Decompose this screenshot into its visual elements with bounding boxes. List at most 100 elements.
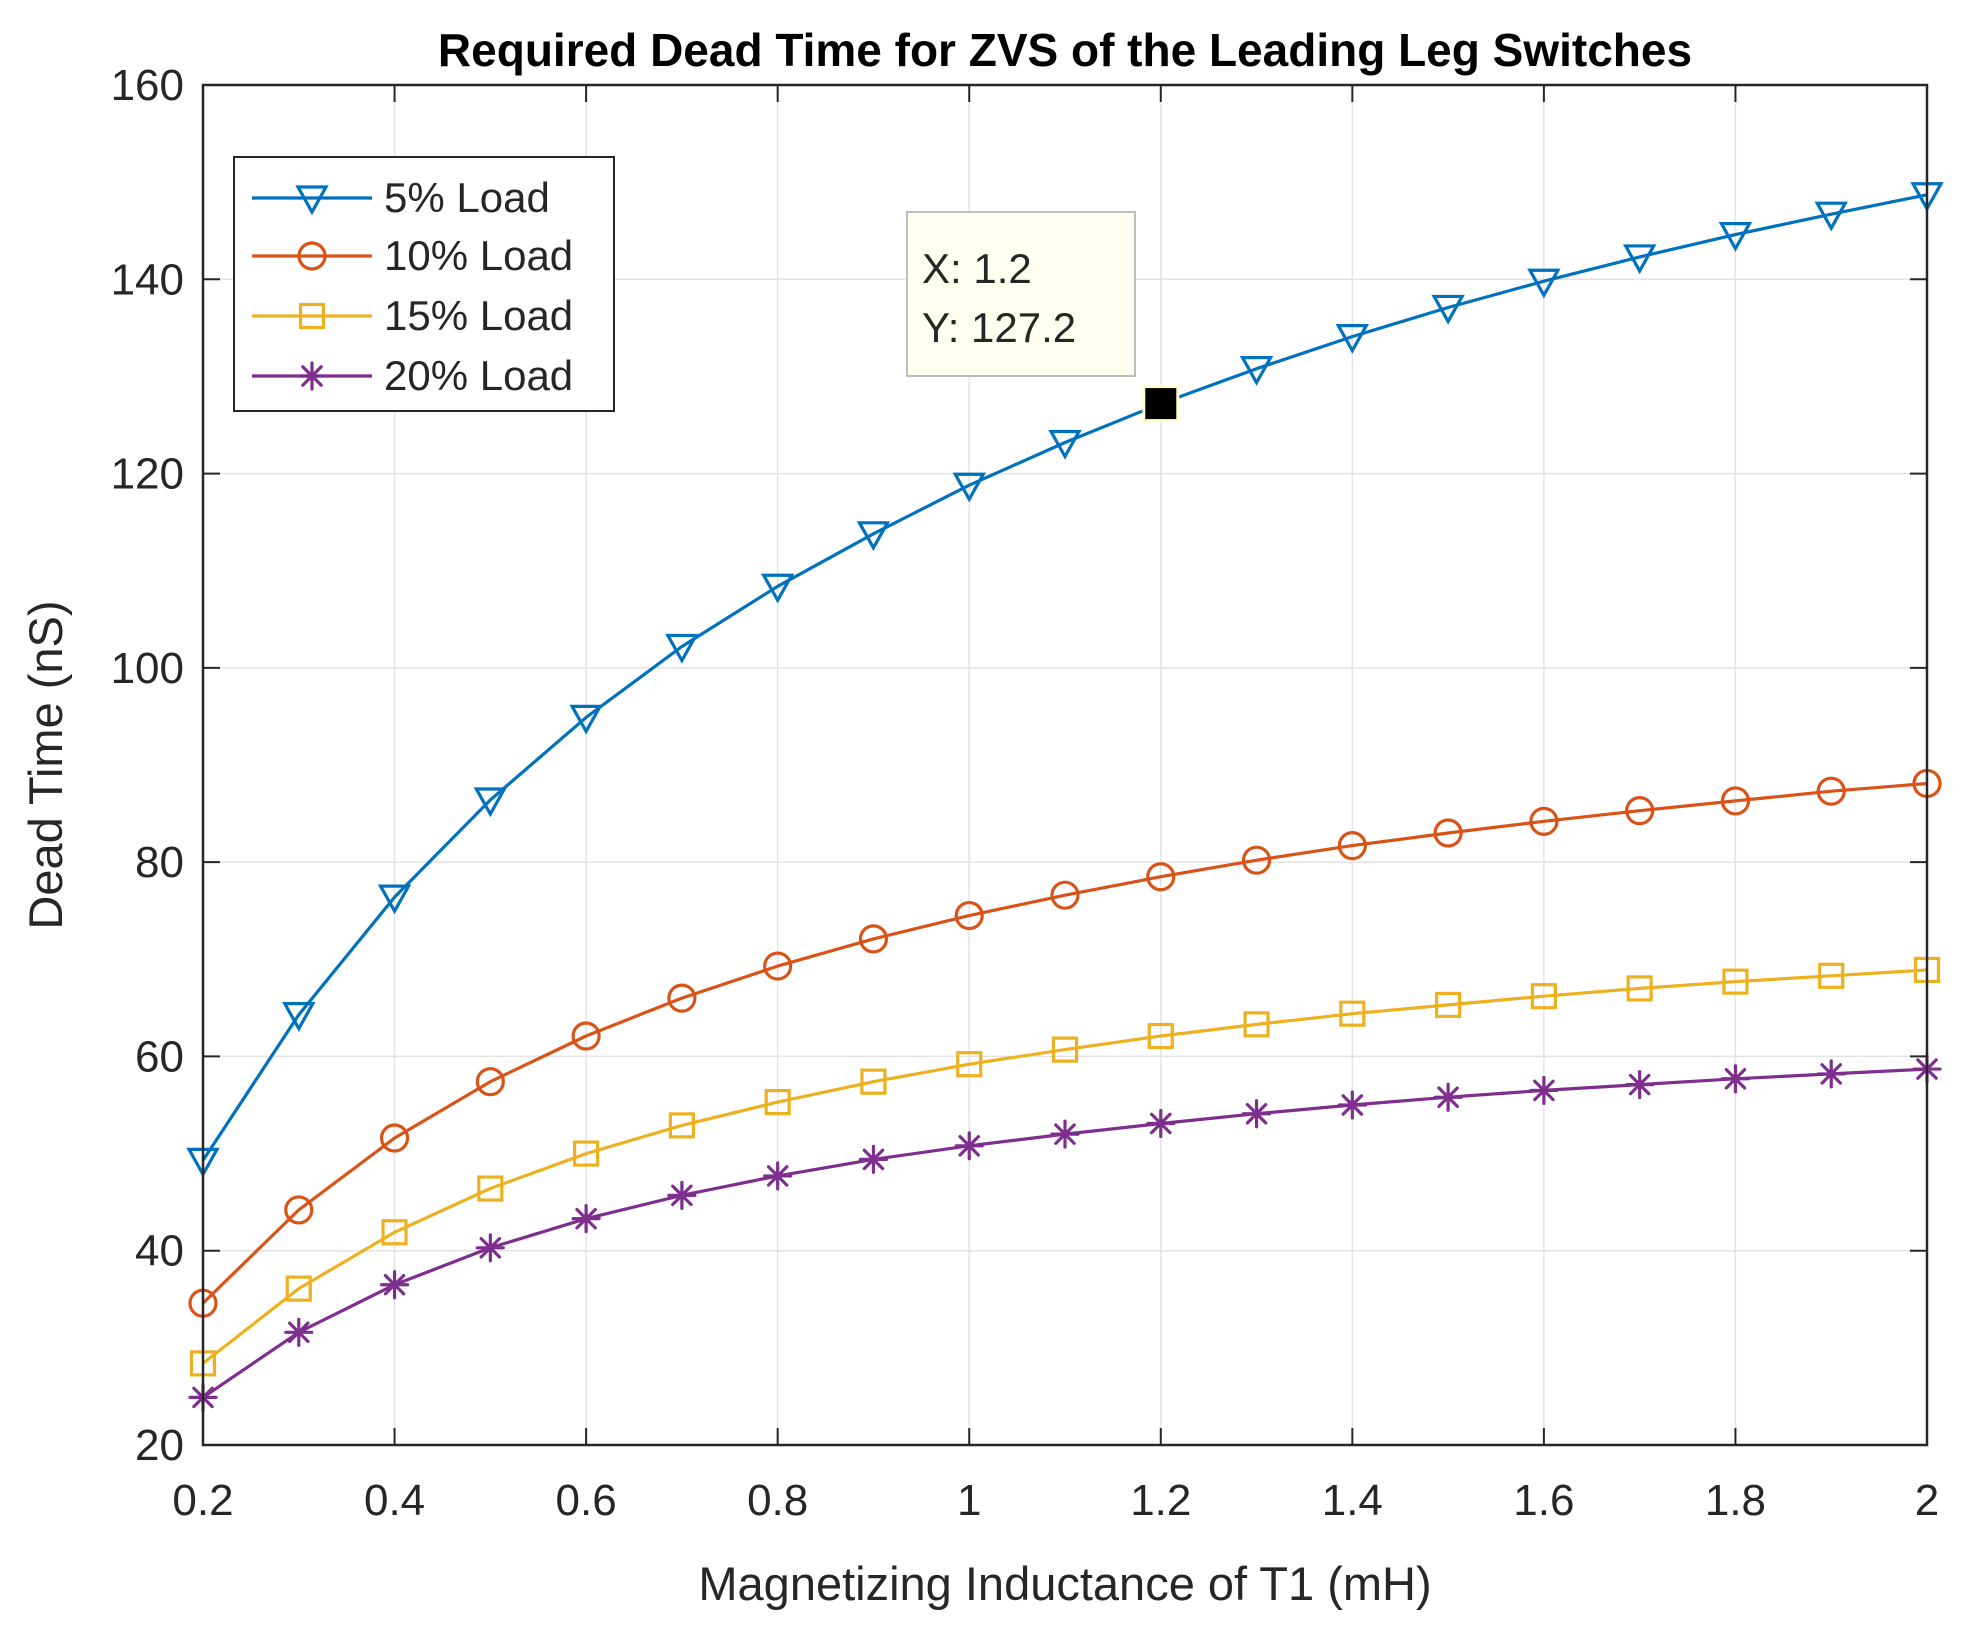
data-point-20-load bbox=[571, 1204, 601, 1234]
legend: 5% Load 10% Load 15% Load 20% Load bbox=[233, 156, 615, 412]
data-point-10-load bbox=[667, 983, 697, 1013]
axes-box bbox=[201, 83, 1929, 1447]
data-point-10-load bbox=[858, 924, 889, 954]
y-tick-label: 20 bbox=[135, 1421, 184, 1470]
data-point-20-load bbox=[284, 1317, 314, 1347]
data-point-5-load bbox=[473, 787, 508, 818]
data-point-5-load bbox=[1048, 429, 1082, 460]
data-point-5-load bbox=[1431, 294, 1465, 325]
data-point-10-load bbox=[1337, 831, 1367, 861]
grid-lines bbox=[203, 85, 1927, 1445]
data-point-15-load bbox=[956, 1051, 983, 1078]
series-lines bbox=[186, 182, 1944, 1412]
legend-label-20-load: 20% Load bbox=[384, 352, 573, 399]
x-tick-label: 0.4 bbox=[364, 1476, 425, 1525]
data-point-15-load bbox=[1435, 991, 1462, 1019]
legend-marker-10-load bbox=[297, 241, 327, 271]
data-point-5-load bbox=[569, 704, 603, 735]
datatip-x-text: X: 1.2 bbox=[922, 245, 1032, 292]
data-point-10-load bbox=[1146, 862, 1176, 892]
y-tick-label: 40 bbox=[135, 1227, 184, 1276]
data-point-15-load bbox=[668, 1112, 695, 1139]
data-point-20-load bbox=[1146, 1108, 1176, 1139]
datatip-box[interactable] bbox=[906, 211, 1136, 377]
y-tick-label: 60 bbox=[135, 1032, 184, 1081]
series-10-load bbox=[188, 768, 1942, 1318]
data-point-20-load bbox=[954, 1131, 984, 1161]
data-point-15-load bbox=[1626, 975, 1653, 1002]
y-tick-label: 140 bbox=[111, 255, 184, 304]
datatip-marker[interactable] bbox=[1142, 385, 1180, 423]
datatip[interactable]: X: 1.2 Y: 127.2 bbox=[906, 211, 1136, 377]
chart-title: Required Dead Time for ZVS of the Leadin… bbox=[438, 24, 1692, 76]
data-point-15-load bbox=[1530, 983, 1557, 1010]
data-point-10-load bbox=[1433, 818, 1463, 848]
data-point-5-load bbox=[1527, 268, 1561, 299]
legend-marker-20-load bbox=[297, 361, 327, 391]
data-point-5-load bbox=[1622, 244, 1657, 275]
series-15-load bbox=[189, 956, 1941, 1377]
data-point-15-load bbox=[477, 1175, 504, 1202]
y-tick-label: 160 bbox=[111, 61, 184, 110]
legend-samples bbox=[252, 185, 372, 391]
x-tick-label: 1.2 bbox=[1130, 1476, 1191, 1525]
data-point-20-load bbox=[1433, 1082, 1463, 1112]
data-point-20-load bbox=[1816, 1059, 1846, 1089]
data-point-5-load bbox=[665, 633, 699, 664]
data-point-20-load bbox=[667, 1180, 697, 1210]
legend-label-10-load: 10% Load bbox=[384, 232, 573, 279]
y-tick-label: 80 bbox=[135, 838, 184, 887]
y-tick-label: 100 bbox=[111, 644, 184, 693]
data-point-10-load bbox=[1241, 845, 1272, 875]
legend-label-5-load: 5% Load bbox=[384, 174, 550, 221]
y-axis-label: Dead Time (nS) bbox=[19, 600, 72, 929]
data-point-15-load bbox=[1339, 1000, 1366, 1027]
series-line-15-load bbox=[202, 968, 1928, 1365]
x-tick-label: 1.6 bbox=[1513, 1476, 1574, 1525]
x-tick-label: 0.6 bbox=[556, 1476, 617, 1525]
data-point-5-load bbox=[856, 521, 891, 552]
x-tick-label: 1.4 bbox=[1322, 1476, 1383, 1525]
legend-label-15-load: 15% Load bbox=[384, 292, 573, 339]
series-line-10-load bbox=[201, 781, 1928, 1305]
data-point-20-load bbox=[858, 1144, 889, 1174]
data-point-15-load bbox=[860, 1068, 887, 1095]
axis-ticks: 0.2 0.4 0.6 0.8 1 1.2 1.4 1.6 1.8 2 20 40 60 80 100 120… bbox=[111, 61, 1940, 1525]
data-point-10-load bbox=[954, 900, 984, 931]
data-point-20-load bbox=[475, 1233, 505, 1263]
x-tick-label: 2 bbox=[1915, 1476, 1939, 1525]
data-point-15-load bbox=[1722, 968, 1749, 995]
data-point-5-load bbox=[1814, 201, 1848, 232]
data-point-20-load bbox=[763, 1161, 793, 1191]
data-point-20-load bbox=[1337, 1090, 1367, 1120]
data-point-10-load bbox=[571, 1021, 601, 1051]
data-point-10-load bbox=[475, 1067, 505, 1097]
x-tick-label: 0.8 bbox=[747, 1476, 808, 1525]
data-point-10-load bbox=[1816, 776, 1846, 806]
legend-marker-15-load bbox=[298, 302, 326, 330]
x-tick-label: 0.2 bbox=[172, 1476, 233, 1525]
data-point-10-load bbox=[1720, 786, 1751, 816]
datatip-y-text: Y: 127.2 bbox=[922, 304, 1076, 351]
data-point-5-load bbox=[377, 884, 412, 915]
legend-marker-5-load bbox=[295, 185, 329, 216]
data-point-5-load bbox=[760, 573, 795, 604]
x-tick-label: 1.8 bbox=[1705, 1476, 1766, 1525]
data-point-20-load bbox=[1625, 1070, 1655, 1100]
series-line-5-load bbox=[201, 193, 1928, 1162]
data-point-5-load bbox=[1335, 324, 1370, 354]
data-point-15-load bbox=[1818, 962, 1845, 989]
data-point-20-load bbox=[1529, 1075, 1559, 1106]
data-point-15-load bbox=[764, 1088, 791, 1116]
data-point-20-load bbox=[1050, 1119, 1080, 1149]
data-point-10-load bbox=[1625, 796, 1655, 826]
x-tick-label: 1 bbox=[957, 1476, 981, 1525]
data-point-10-load bbox=[1529, 806, 1559, 836]
data-point-5-load bbox=[282, 1002, 316, 1032]
data-point-5-load bbox=[952, 472, 986, 503]
data-point-15-load bbox=[1243, 1011, 1270, 1038]
data-point-5-load bbox=[1239, 356, 1274, 386]
data-point-15-load bbox=[1147, 1022, 1174, 1050]
data-point-20-load bbox=[1241, 1099, 1272, 1129]
